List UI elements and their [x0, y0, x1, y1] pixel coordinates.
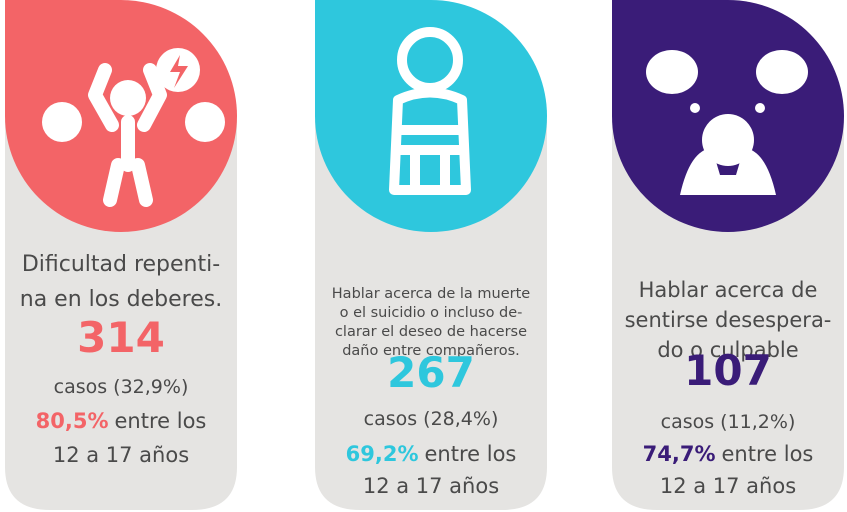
percent-text: entre los	[722, 442, 814, 466]
percent-line: 69,2% entre los	[346, 442, 517, 466]
age: 12 a 17 años	[53, 443, 189, 467]
percent-text: entre los	[425, 442, 517, 466]
description-line: Hablar acerca de la muerte	[332, 286, 531, 302]
cases: casos (11,2%)	[661, 411, 796, 433]
case-number: 267	[387, 348, 475, 397]
icon-body	[389, 87, 471, 195]
description-line: o el suicidio o incluso de-	[340, 305, 523, 321]
icon-dot	[755, 103, 765, 113]
description-line: sentirse desespera-	[625, 308, 832, 332]
description-line: Dificultad repenti-	[22, 252, 220, 277]
icon-bubble	[185, 102, 225, 142]
cases: casos (32,9%)	[54, 376, 189, 398]
card-panel	[315, 120, 547, 510]
case-number: 314	[77, 313, 165, 362]
percent: 69,2%	[346, 442, 419, 466]
icon-body	[680, 148, 776, 195]
age: 12 a 17 años	[363, 474, 499, 498]
case-number: 107	[684, 346, 772, 395]
description-line: daño entre compañeros.	[342, 343, 520, 359]
card: Hablar acerca de la muerte o el suicidio …	[315, 0, 547, 510]
percent-line: 80,5% entre los	[36, 409, 207, 433]
card-badge	[315, 0, 547, 232]
icon-dot	[690, 103, 700, 113]
icon-cloud	[756, 50, 808, 94]
age: 12 a 17 años	[660, 474, 796, 498]
percent-text: entre los	[115, 409, 207, 433]
card-panel	[612, 120, 844, 510]
icon-body	[88, 63, 167, 207]
description-line: Hablar acerca de	[639, 278, 818, 302]
card: Dificultad repenti-na en los deberes.314…	[5, 0, 237, 510]
description-line: na en los deberes.	[20, 287, 222, 312]
description-line: do o culpable	[657, 338, 798, 362]
description-line: clarar el deseo de hacerse	[335, 324, 527, 340]
icon-bubble	[42, 102, 82, 142]
icon-cloud	[646, 50, 698, 94]
percent: 74,7%	[643, 442, 716, 466]
percent: 80,5%	[36, 409, 109, 433]
icon-head	[110, 80, 146, 116]
card-panel	[5, 120, 237, 510]
icon-head	[702, 114, 754, 166]
cases: casos (28,4%)	[364, 408, 499, 430]
icon-bolt	[170, 55, 188, 88]
percent-line: 74,7% entre los	[643, 442, 814, 466]
